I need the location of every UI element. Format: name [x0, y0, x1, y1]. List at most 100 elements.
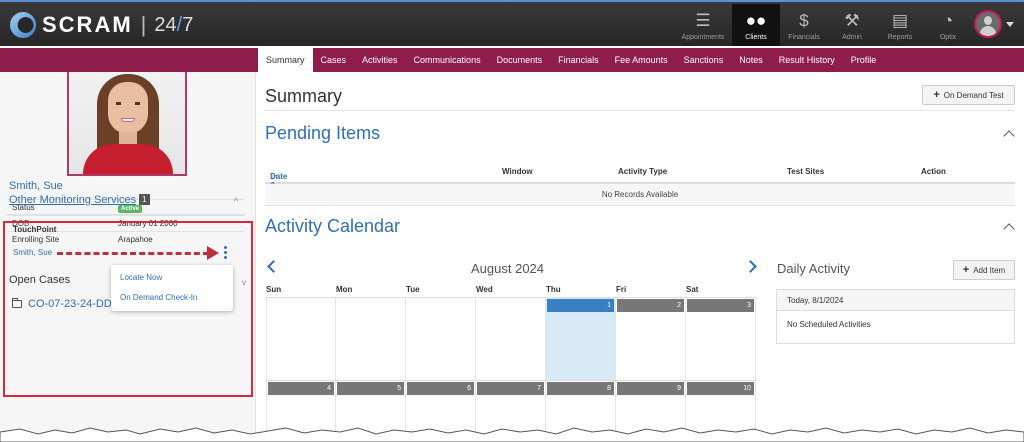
- dashboard-icon: ◔: [942, 11, 954, 30]
- nav-reports[interactable]: ▤ Reports: [876, 4, 924, 46]
- open-cases-heading: Open Cases: [9, 274, 71, 286]
- client-photo: [67, 72, 187, 176]
- weekday: Fri: [616, 285, 627, 294]
- info-value: Arapahoe: [113, 231, 245, 248]
- folder-icon: [12, 298, 22, 308]
- plus-icon: +: [933, 89, 940, 101]
- calendar-cell-today[interactable]: 1: [546, 298, 616, 380]
- calendar-cell[interactable]: 9: [616, 381, 686, 442]
- chevron-up-icon[interactable]: ^: [234, 196, 239, 206]
- day-number: 7: [477, 382, 544, 395]
- logo-slash: /: [176, 13, 183, 36]
- calendar-cell[interactable]: 10: [686, 381, 756, 442]
- tab-financials[interactable]: Financials: [558, 55, 599, 65]
- column-activity-type: Activity Type: [618, 167, 668, 176]
- nav-appointments[interactable]: ☰ Appointments: [674, 4, 732, 46]
- nav-admin[interactable]: ⚒ Admin: [828, 4, 876, 46]
- tab-profile[interactable]: Profile: [850, 55, 877, 65]
- page-title: Summary: [265, 86, 343, 106]
- logo-text: SCRAM: [42, 12, 133, 37]
- tab-fee-amounts[interactable]: Fee Amounts: [614, 55, 668, 65]
- calendar-cell-empty: [406, 298, 476, 380]
- calendar-cell-empty: [336, 298, 406, 380]
- menu-item-on-demand-check-in[interactable]: On Demand Check-In: [120, 293, 198, 302]
- daily-activity-date: Today, 8/1/2024: [777, 290, 1014, 311]
- button-label: On Demand Test: [943, 90, 1004, 100]
- main-nav: ☰ Appointments ●● Clients $ Financials ⚒…: [674, 4, 972, 46]
- calendar-grid: Sun Mon Tue Wed Thu Fri Sat 1 2 3 4 5 6 …: [266, 285, 756, 442]
- column-action: Action: [921, 167, 946, 176]
- user-avatar[interactable]: [974, 10, 1002, 38]
- torn-edge: [0, 427, 1024, 442]
- case-link[interactable]: CO-07-23-24-DD: [28, 298, 112, 310]
- day-number: 2: [617, 299, 684, 312]
- tab-cases[interactable]: Cases: [320, 55, 347, 65]
- column-test-sites: Test Sites: [787, 167, 825, 176]
- weekday: Sat: [686, 285, 699, 294]
- nav-label: Financials: [788, 34, 820, 41]
- calendar-cell[interactable]: 3: [686, 298, 756, 380]
- tab-result-history[interactable]: Result History: [778, 55, 835, 65]
- annotation-arrow-head: [207, 246, 219, 260]
- day-number: 5: [337, 382, 404, 395]
- day-number: 4: [268, 382, 334, 395]
- sort-icon: ↓↑: [270, 172, 278, 181]
- on-demand-test-button[interactable]: + On Demand Test: [922, 85, 1015, 105]
- calendar-cell[interactable]: 7: [476, 381, 546, 442]
- calendar-next-icon[interactable]: [744, 260, 757, 273]
- nav-label: Clients: [745, 34, 767, 41]
- other-monitoring-services-link[interactable]: Other Monitoring Services 1: [9, 194, 150, 206]
- tab-summary[interactable]: Summary: [258, 48, 313, 72]
- info-value: January 01 2000: [113, 215, 245, 232]
- nav-financials[interactable]: $ Financials: [780, 4, 828, 46]
- calendar-cell[interactable]: 2: [616, 298, 686, 380]
- weekday: Sun: [266, 285, 282, 294]
- oms-label: Other Monitoring Services: [9, 194, 137, 206]
- collapse-chevron-icon[interactable]: [1003, 223, 1015, 235]
- info-key: Enrolling Site: [7, 231, 113, 248]
- calendar-cell[interactable]: 5: [336, 381, 406, 442]
- chevron-down-icon[interactable]: v: [242, 278, 246, 287]
- photo-eyes: [116, 102, 140, 105]
- scram-logo[interactable]: SCRAM | 24/7: [10, 8, 193, 42]
- logo-247: 24/7: [154, 14, 193, 37]
- column-window: Window: [502, 167, 533, 176]
- nav-clients[interactable]: ●● Clients: [732, 4, 780, 46]
- add-item-button[interactable]: + Add Item: [953, 260, 1015, 280]
- collapse-chevron-icon[interactable]: [1003, 130, 1015, 142]
- touchpoint-client-link[interactable]: Smith, Sue: [13, 248, 53, 257]
- day-number: 10: [687, 382, 754, 395]
- pending-items-heading: Pending Items: [265, 123, 381, 143]
- client-name[interactable]: Smith, Sue: [9, 180, 63, 192]
- day-number: 3: [687, 299, 754, 312]
- annotation-highlight-box: [3, 221, 253, 397]
- document-icon: ▤: [891, 11, 909, 30]
- calendar-cell-empty: [476, 298, 546, 380]
- button-label: Add Item: [973, 265, 1006, 275]
- tab-documents[interactable]: Documents: [496, 55, 543, 65]
- daily-activity-panel: Today, 8/1/2024 No Scheduled Activities: [776, 289, 1015, 344]
- dollar-icon: $: [799, 11, 809, 30]
- scram-swirl-icon: [10, 12, 36, 38]
- tab-communications[interactable]: Communications: [413, 55, 481, 65]
- tab-sanctions[interactable]: Sanctions: [683, 55, 724, 65]
- tab-notes[interactable]: Notes: [739, 55, 763, 65]
- kebab-menu-icon[interactable]: [223, 246, 228, 261]
- client-tabs: Summary Cases Activities Communications …: [258, 48, 884, 72]
- calendar-prev-icon[interactable]: [267, 260, 280, 273]
- calendar-cell[interactable]: 8: [546, 381, 616, 442]
- nav-label: Optix: [939, 34, 957, 41]
- plus-icon: +: [962, 264, 970, 276]
- client-sidebar: Smith, Sue Status Active DOB January 01 …: [0, 72, 256, 442]
- tab-activities[interactable]: Activities: [362, 55, 398, 65]
- pending-items-empty: No Records Available: [265, 184, 1015, 206]
- logo-7: 7: [182, 13, 194, 36]
- calendar-cell[interactable]: 6: [406, 381, 476, 442]
- chevron-down-icon[interactable]: [1006, 22, 1014, 27]
- menu-item-locate-now[interactable]: Locate Now: [120, 273, 163, 282]
- calendar-cell[interactable]: 4: [266, 381, 336, 442]
- weekday: Tue: [406, 285, 420, 294]
- main-content: Summary + On Demand Test Pending Items Da…: [258, 72, 1024, 442]
- nav-optix[interactable]: ◔ Optix: [924, 4, 972, 46]
- nav-label: Reports: [887, 34, 913, 41]
